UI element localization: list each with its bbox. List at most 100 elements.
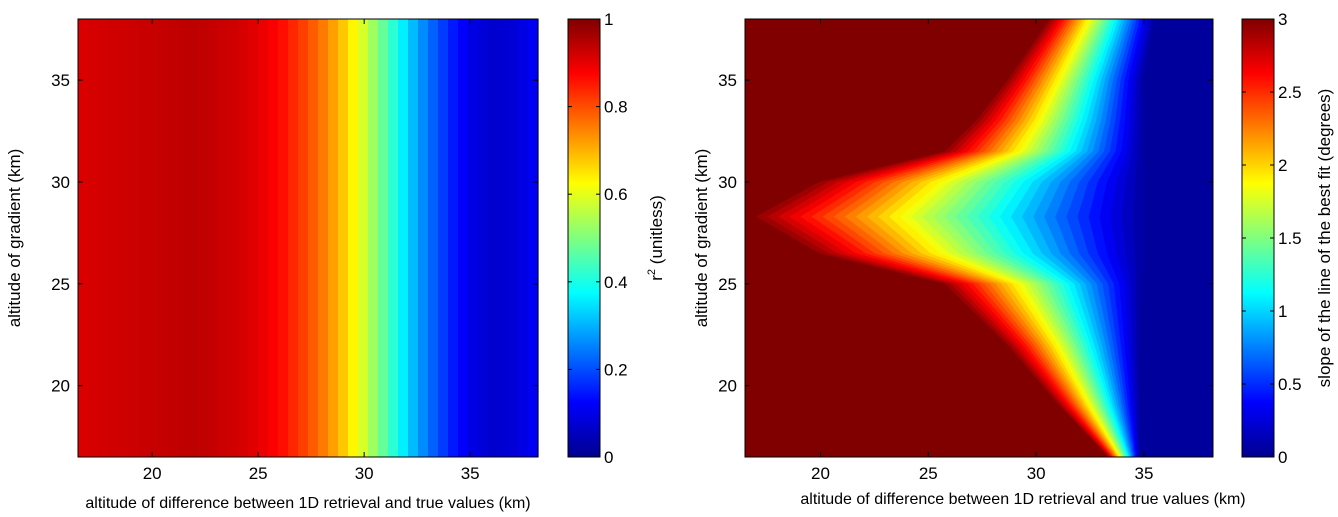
contour-band xyxy=(78,19,89,457)
y-tick-label: 25 xyxy=(51,275,70,294)
colorbar-tick-label: 2 xyxy=(1278,156,1287,175)
contour-band xyxy=(408,19,419,457)
right-colorbar-ticks: 0 0.5 1 1.5 2 2.5 3 xyxy=(1242,10,1302,467)
colorbar-tick-label: 1 xyxy=(604,10,613,29)
contour-band xyxy=(368,19,379,457)
contour-band xyxy=(458,19,469,457)
contour-band xyxy=(428,19,439,457)
contour-band xyxy=(508,19,519,457)
contour-band xyxy=(398,19,409,457)
contour-band xyxy=(438,19,449,457)
contour-band xyxy=(218,19,229,457)
contour-band xyxy=(528,19,539,457)
colorbar-tick-label: 0.8 xyxy=(604,98,628,117)
left-colorbar-label-rest: (unitless) xyxy=(647,195,666,269)
x-tick-label: 35 xyxy=(461,464,480,483)
contour-band xyxy=(488,19,499,457)
contour-band xyxy=(278,19,289,457)
contour-band xyxy=(418,19,429,457)
right-x-axis-label: altitude of difference between 1D retrie… xyxy=(800,491,1245,508)
colorbar-tick-label: 0.2 xyxy=(604,360,628,379)
contour-band xyxy=(518,19,529,457)
colorbar-tick-label: 0 xyxy=(1278,448,1287,467)
contour-band xyxy=(108,19,119,457)
contour-band xyxy=(308,19,319,457)
x-tick-label: 20 xyxy=(811,464,830,483)
contour-band xyxy=(248,19,259,457)
contour-band xyxy=(118,19,129,457)
contour-band xyxy=(128,19,139,457)
contour-band xyxy=(318,19,329,457)
contour-band xyxy=(188,19,199,457)
x-tick-label: 30 xyxy=(1027,464,1046,483)
contour-band xyxy=(288,19,299,457)
colorbar-tick-label: 0.5 xyxy=(1278,375,1302,394)
left-x-axis-label: altitude of difference between 1D retrie… xyxy=(85,495,530,512)
contour-band xyxy=(358,19,369,457)
contour-band xyxy=(258,19,269,457)
contour-band xyxy=(168,19,179,457)
contour-band xyxy=(498,19,509,457)
contour-band xyxy=(138,19,149,457)
y-tick-label: 30 xyxy=(51,173,70,192)
contour-band xyxy=(158,19,169,457)
contour-band xyxy=(388,19,399,457)
colorbar-tick-label: 0 xyxy=(604,448,613,467)
contour-band xyxy=(148,19,159,457)
x-tick-label: 30 xyxy=(355,464,374,483)
left-y-axis-label: altitude of gradient (km) xyxy=(5,149,24,328)
contour-band xyxy=(338,19,349,457)
contour-band xyxy=(448,19,459,457)
colorbar-tick-label: 3 xyxy=(1278,10,1287,29)
contour-band xyxy=(198,19,209,457)
y-tick-label: 30 xyxy=(718,173,737,192)
contour-band xyxy=(98,19,109,457)
x-tick-label: 35 xyxy=(1135,464,1154,483)
right-plot-frame xyxy=(744,18,1214,458)
right-y-axis-label: altitude of gradient (km) xyxy=(692,149,711,328)
y-tick-label: 35 xyxy=(51,71,70,90)
x-tick-label: 20 xyxy=(143,464,162,483)
left-colorbar-label-sup: 2 xyxy=(646,269,658,275)
colorbar-tick-label: 1 xyxy=(1278,302,1287,321)
x-tick-label: 25 xyxy=(919,464,938,483)
contour-band xyxy=(208,19,219,457)
left-x-ticks: 20 25 30 35 xyxy=(143,19,480,483)
contour-band xyxy=(268,19,279,457)
left-colorbar-label-main: r xyxy=(647,275,666,281)
contour-band xyxy=(178,19,189,457)
right-colorbar-label: slope of the line of the best fit (degre… xyxy=(1315,89,1334,388)
left-plot-frame xyxy=(77,18,539,458)
x-tick-label: 25 xyxy=(249,464,268,483)
colorbar-tick-label: 2.5 xyxy=(1278,83,1302,102)
contour-region-min xyxy=(1139,19,1213,457)
contour-band xyxy=(378,19,389,457)
contour-band xyxy=(238,19,249,457)
left-contour-field xyxy=(78,19,539,457)
right-colorbar xyxy=(1241,18,1275,458)
right-y-ticks: 20 25 30 35 xyxy=(718,71,1213,396)
contour-band xyxy=(478,19,489,457)
colorbar-tick-label: 1.5 xyxy=(1278,229,1302,248)
colorbar-tick-label: 0.6 xyxy=(604,185,628,204)
contour-band xyxy=(228,19,239,457)
left-colorbar xyxy=(567,18,601,458)
colorbar-tick-label: 0.4 xyxy=(604,273,628,292)
y-tick-label: 20 xyxy=(718,377,737,396)
contour-band xyxy=(348,19,359,457)
contour-band xyxy=(88,19,99,457)
left-y-ticks: 20 25 30 35 xyxy=(51,71,538,396)
contour-band xyxy=(468,19,479,457)
left-colorbar-label: r2 (unitless) xyxy=(646,195,666,280)
right-x-ticks: 20 25 30 35 xyxy=(811,19,1153,483)
left-colorbar-ticks: 0 0.2 0.4 0.6 0.8 1 xyxy=(568,10,628,467)
contour-band xyxy=(298,19,309,457)
y-tick-label: 20 xyxy=(51,377,70,396)
contour-band xyxy=(328,19,339,457)
right-contour-field xyxy=(745,19,1213,457)
y-tick-label: 25 xyxy=(718,275,737,294)
y-tick-label: 35 xyxy=(718,71,737,90)
